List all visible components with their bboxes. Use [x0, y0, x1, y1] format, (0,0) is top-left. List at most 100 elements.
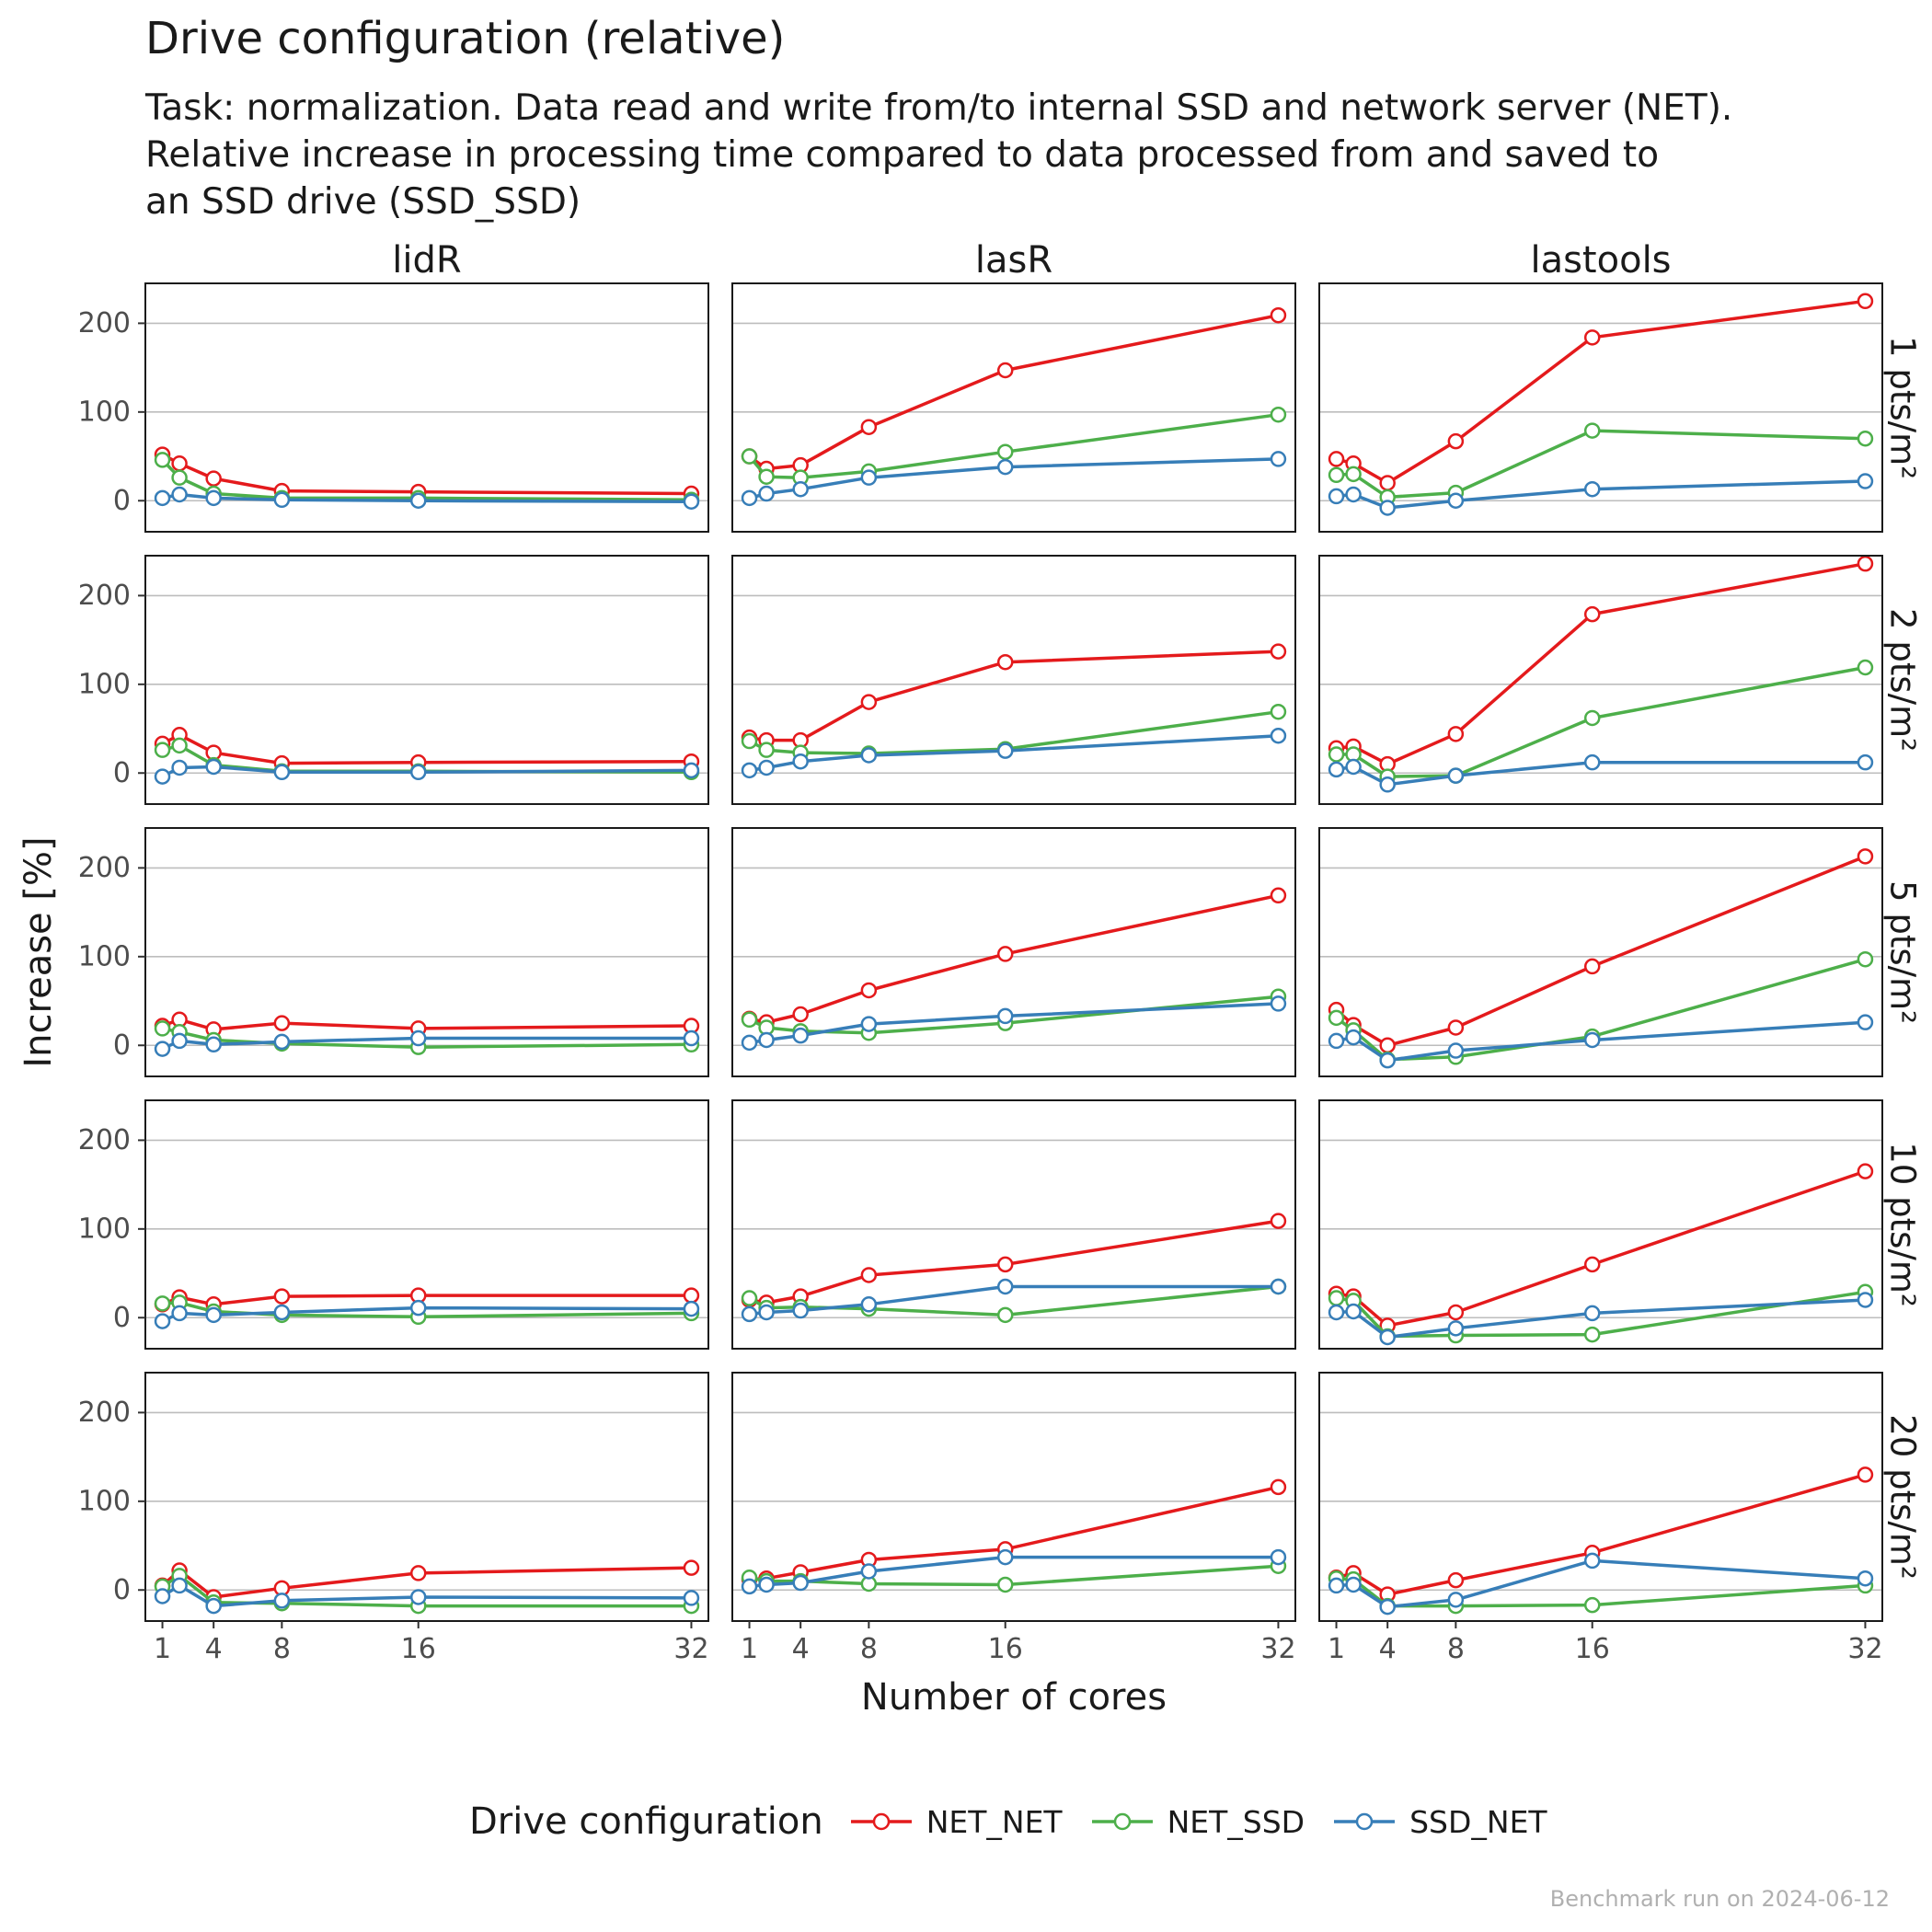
point-ssd-net-lidr-1-pts-m-x8 — [273, 491, 291, 509]
y-tick-label-1-pts-m-100: 100 — [78, 396, 131, 428]
y-tick-label-10-pts-m-200: 200 — [78, 1124, 131, 1156]
point-net-ssd-lastools-2-pts-m-x1 — [1328, 746, 1345, 763]
point-net-ssd-lastools-5-pts-m-x32 — [1857, 950, 1874, 968]
point-ssd-net-lastools-20-pts-m-x4 — [1379, 1598, 1396, 1616]
point-ssd-net-lidr-5-pts-m-x8 — [273, 1033, 291, 1051]
point-ssd-net-lastools-10-pts-m-x1 — [1328, 1304, 1345, 1321]
x-tick-label-lastools-4: 4 — [1379, 1633, 1397, 1665]
point-ssd-net-lastools-1-pts-m-x8 — [1447, 492, 1465, 509]
point-net-net-lastools-2-pts-m-x8 — [1447, 726, 1465, 742]
point-net-net-lastools-1-pts-m-x8 — [1447, 432, 1465, 450]
point-ssd-net-lasr-20-pts-m-x16 — [996, 1548, 1014, 1566]
point-net-net-lidr-10-pts-m-x8 — [273, 1288, 291, 1305]
point-net-net-lastools-1-pts-m-x16 — [1583, 329, 1601, 346]
legend-item-net-ssd: NET_SSD — [1090, 1804, 1305, 1840]
point-ssd-net-lidr-5-pts-m-x2 — [171, 1032, 188, 1050]
series-line-net-ssd-lastools-1-pts-m — [1336, 429, 1866, 500]
x-tick-label-lidr-8: 8 — [273, 1633, 291, 1665]
point-net-ssd-lastools-1-pts-m-x2 — [1345, 466, 1362, 483]
legend-label-net-net: NET_NET — [926, 1803, 1063, 1840]
point-net-ssd-lasr-10-pts-m-x1 — [741, 1290, 758, 1306]
series-line-ssd-net-lastools-20-pts-m — [1336, 1558, 1866, 1609]
series-line-ssd-net-lidr-2-pts-m — [161, 765, 692, 778]
legend: Drive configuration NET_NET NET_SSD SSD_… — [469, 1794, 1575, 1849]
y-tick-label-1-pts-m-200: 200 — [78, 307, 131, 339]
point-net-net-lidr-20-pts-m-x32 — [683, 1559, 700, 1576]
point-net-ssd-lastools-1-pts-m-x1 — [1328, 466, 1345, 484]
x-tick-label-lasr-16: 16 — [988, 1633, 1023, 1665]
point-ssd-net-lastools-1-pts-m-x4 — [1379, 500, 1396, 516]
point-ssd-net-lasr-20-pts-m-x32 — [1270, 1548, 1287, 1566]
point-ssd-net-lastools-20-pts-m-x32 — [1857, 1570, 1874, 1587]
y-tick-label-2-pts-m-100: 100 — [78, 668, 131, 700]
panel-border-lastools-2-pts-m — [1318, 555, 1883, 805]
subtitle-line-3: an SSD drive (SSD_SSD) — [145, 181, 581, 223]
point-ssd-net-lasr-2-pts-m-x32 — [1270, 728, 1287, 744]
footnote: Benchmark run on 2024-06-12 — [1549, 1886, 1890, 1912]
point-net-net-lastools-20-pts-m-x32 — [1857, 1466, 1874, 1483]
point-ssd-net-lidr-5-pts-m-x16 — [409, 1029, 427, 1047]
point-ssd-net-lidr-2-pts-m-x8 — [273, 764, 291, 781]
point-ssd-net-lasr-2-pts-m-x2 — [758, 759, 775, 776]
series-line-net-ssd-lidr-20-pts-m — [161, 1574, 692, 1608]
point-ssd-net-lidr-10-pts-m-x16 — [409, 1299, 427, 1317]
x-tick-label-lidr-16: 16 — [401, 1633, 436, 1665]
point-ssd-net-lasr-20-pts-m-x1 — [741, 1578, 758, 1595]
y-tick-label-2-pts-m-0: 0 — [113, 757, 131, 789]
point-net-net-lasr-5-pts-m-x32 — [1270, 887, 1287, 904]
point-ssd-net-lidr-20-pts-m-x16 — [409, 1589, 427, 1605]
point-ssd-net-lastools-10-pts-m-x8 — [1447, 1320, 1465, 1337]
point-ssd-net-lasr-20-pts-m-x2 — [758, 1576, 775, 1593]
point-net-net-lastools-10-pts-m-x16 — [1583, 1256, 1601, 1273]
point-ssd-net-lasr-2-pts-m-x8 — [860, 747, 878, 764]
point-net-net-lastools-1-pts-m-x1 — [1328, 451, 1345, 467]
series-line-net-ssd-lasr-2-pts-m — [748, 709, 1279, 755]
point-net-net-lasr-5-pts-m-x16 — [996, 946, 1014, 962]
point-ssd-net-lastools-5-pts-m-x32 — [1857, 1014, 1874, 1030]
point-ssd-net-lasr-5-pts-m-x4 — [792, 1027, 809, 1044]
x-tick-label-lidr-4: 4 — [205, 1633, 223, 1665]
point-net-ssd-lidr-1-pts-m-x1 — [154, 452, 171, 468]
point-ssd-net-lidr-1-pts-m-x32 — [683, 493, 700, 510]
point-net-ssd-lasr-20-pts-m-x16 — [996, 1576, 1014, 1593]
point-ssd-net-lastools-2-pts-m-x16 — [1583, 753, 1601, 771]
point-net-net-lasr-5-pts-m-x4 — [792, 1006, 809, 1023]
series-line-net-net-lidr-5-pts-m — [161, 1018, 692, 1031]
x-axis-title: Number of cores — [861, 1676, 1167, 1719]
point-ssd-net-lasr-1-pts-m-x2 — [758, 485, 775, 502]
point-net-net-lastools-5-pts-m-x8 — [1447, 1019, 1465, 1036]
panel-border-lasr-2-pts-m — [731, 555, 1296, 805]
point-ssd-net-lasr-20-pts-m-x4 — [792, 1574, 809, 1592]
point-ssd-net-lastools-20-pts-m-x8 — [1447, 1592, 1465, 1608]
series-line-ssd-net-lasr-10-pts-m — [749, 1284, 1279, 1317]
point-ssd-net-lasr-10-pts-m-x2 — [758, 1304, 775, 1321]
y-tick-label-1-pts-m-0: 0 — [113, 485, 131, 517]
point-net-net-lastools-20-pts-m-x8 — [1447, 1571, 1465, 1589]
point-ssd-net-lastools-2-pts-m-x2 — [1345, 758, 1362, 776]
point-ssd-net-lasr-1-pts-m-x8 — [860, 469, 878, 486]
point-ssd-net-lasr-10-pts-m-x8 — [860, 1296, 878, 1313]
point-net-net-lasr-1-pts-m-x32 — [1270, 306, 1287, 324]
legend-item-net-net: NET_NET — [849, 1804, 1063, 1840]
panel-border-lidr-1-pts-m — [144, 282, 709, 533]
point-ssd-net-lidr-1-pts-m-x1 — [154, 489, 171, 507]
point-ssd-net-lasr-1-pts-m-x1 — [741, 489, 758, 507]
point-net-net-lasr-2-pts-m-x16 — [996, 653, 1014, 671]
point-net-net-lidr-10-pts-m-x32 — [683, 1287, 700, 1304]
point-net-ssd-lastools-1-pts-m-x32 — [1857, 431, 1874, 447]
point-ssd-net-lastools-10-pts-m-x4 — [1379, 1328, 1396, 1346]
column-label-lidr: lidR — [392, 239, 461, 282]
point-ssd-net-lidr-10-pts-m-x4 — [205, 1306, 222, 1324]
series-line-net-net-lidr-20-pts-m — [161, 1566, 692, 1599]
point-ssd-net-lasr-5-pts-m-x16 — [996, 1007, 1014, 1025]
point-net-net-lastools-10-pts-m-x32 — [1857, 1163, 1874, 1179]
panel-border-lastools-1-pts-m — [1318, 282, 1883, 533]
point-net-net-lidr-1-pts-m-x4 — [205, 470, 222, 487]
point-ssd-net-lidr-1-pts-m-x4 — [205, 489, 222, 507]
y-tick-label-2-pts-m-200: 200 — [78, 580, 131, 612]
point-ssd-net-lidr-1-pts-m-x16 — [409, 492, 427, 509]
point-ssd-net-lidr-2-pts-m-x4 — [205, 758, 222, 776]
point-ssd-net-lidr-2-pts-m-x1 — [154, 768, 171, 785]
series-line-net-net-lidr-1-pts-m — [161, 453, 692, 496]
point-ssd-net-lidr-5-pts-m-x4 — [205, 1036, 222, 1053]
